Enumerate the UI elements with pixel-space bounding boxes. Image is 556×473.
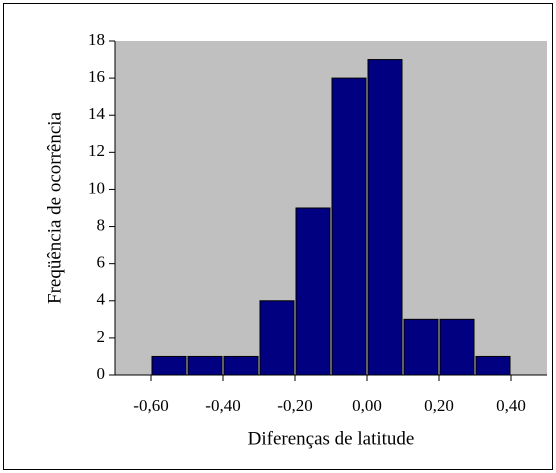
x-tick-label: 0,40 xyxy=(496,396,526,415)
y-tick-label: 8 xyxy=(97,215,106,234)
y-axis-label: Freqüência de ocorrência xyxy=(44,111,65,304)
bar xyxy=(223,355,259,376)
y-tick-label: 14 xyxy=(88,104,106,123)
y-tick-label: 18 xyxy=(88,30,105,49)
x-tick-label: 0,20 xyxy=(424,396,454,415)
bar xyxy=(151,355,187,376)
bar xyxy=(475,355,511,376)
y-tick-label: 12 xyxy=(88,141,105,160)
y-tick-label: 10 xyxy=(88,178,105,197)
y-tick-label: 6 xyxy=(97,253,106,272)
bar xyxy=(187,355,223,376)
y-tick-label: 4 xyxy=(97,290,106,309)
bar xyxy=(331,77,367,376)
plot-area xyxy=(115,41,547,375)
x-tick-label: -0,20 xyxy=(277,396,312,415)
bar xyxy=(403,318,439,376)
bar xyxy=(439,318,475,376)
bar xyxy=(295,207,331,376)
x-tick-label: -0,60 xyxy=(133,396,168,415)
bar xyxy=(367,59,403,376)
y-tick-label: 16 xyxy=(88,67,105,86)
bar xyxy=(259,300,295,376)
y-tick-label: 0 xyxy=(97,364,106,383)
y-tick-label: 2 xyxy=(97,327,106,346)
x-axis-label: Diferenças de latitude xyxy=(248,428,415,449)
x-tick-label: 0,00 xyxy=(352,396,382,415)
x-tick-label: -0,40 xyxy=(205,396,240,415)
